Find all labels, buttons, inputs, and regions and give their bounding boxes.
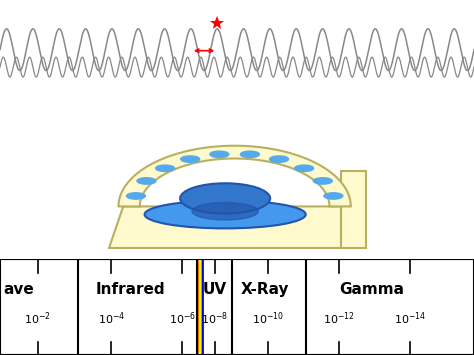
Text: $10^{-14}$: $10^{-14}$ [394,310,426,327]
Text: $10^{-12}$: $10^{-12}$ [323,310,355,327]
Bar [203,259,204,355]
Circle shape [313,178,332,184]
Text: Infrared: Infrared [96,282,165,297]
Text: Gamma: Gamma [339,282,405,297]
Text: $10^{-2}$: $10^{-2}$ [25,310,51,327]
Circle shape [137,178,156,184]
Text: UV: UV [203,282,227,297]
Circle shape [127,193,146,199]
Circle shape [155,165,174,171]
Polygon shape [118,146,351,207]
Bar [199,259,201,355]
Circle shape [210,151,229,158]
Circle shape [240,151,259,158]
Ellipse shape [145,201,306,228]
Bar [197,259,198,355]
Bar [202,259,203,355]
Text: X-Ray: X-Ray [240,282,289,297]
Circle shape [180,183,270,214]
Circle shape [270,156,289,162]
Text: $10^{-6}$: $10^{-6}$ [169,310,196,327]
Circle shape [324,193,343,199]
Circle shape [295,165,314,171]
Text: $10^{-8}$: $10^{-8}$ [201,310,228,327]
Bar [201,259,202,355]
Text: $10^{-4}$: $10^{-4}$ [98,310,125,327]
Circle shape [181,156,200,162]
Text: ave: ave [4,282,34,297]
Text: $10^{-10}$: $10^{-10}$ [252,310,284,327]
Bar [198,259,199,355]
Polygon shape [109,207,360,248]
Ellipse shape [192,202,258,220]
Bar [341,171,366,248]
